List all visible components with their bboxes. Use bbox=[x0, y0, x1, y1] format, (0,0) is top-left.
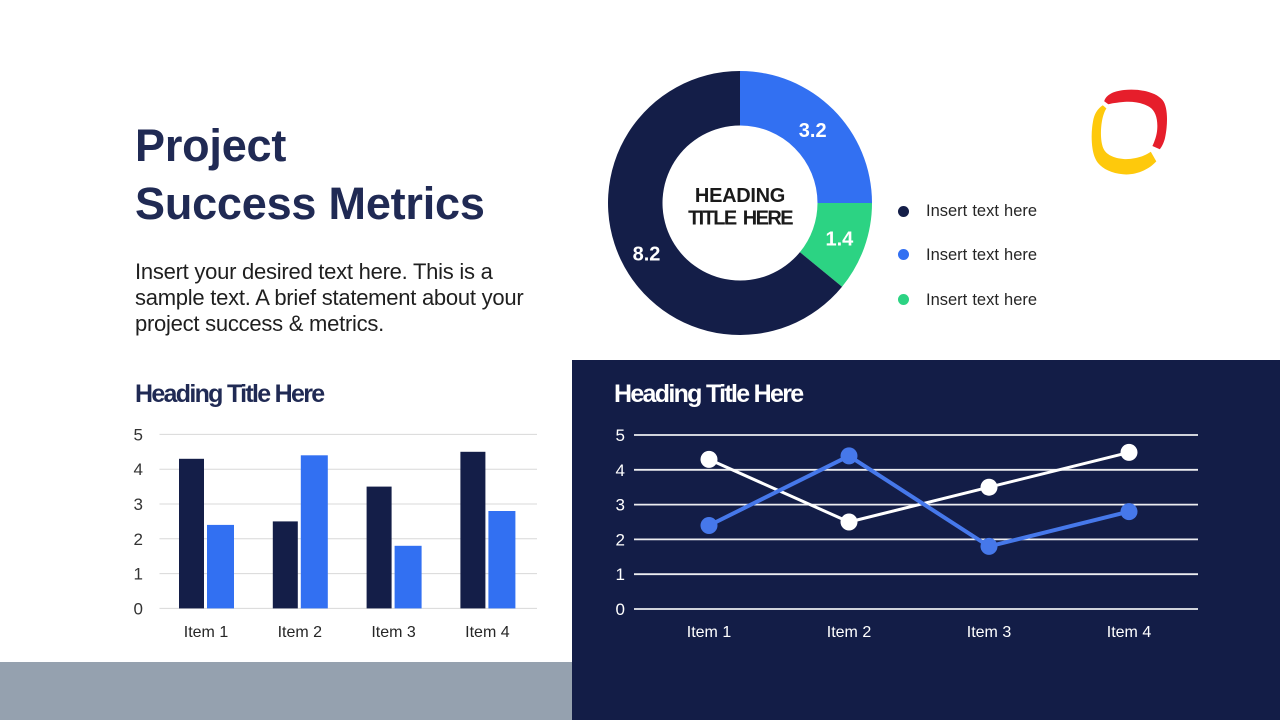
svg-text:4: 4 bbox=[134, 460, 143, 479]
svg-text:1.4: 1.4 bbox=[825, 228, 854, 250]
svg-text:Item 3: Item 3 bbox=[371, 624, 416, 641]
svg-text:3: 3 bbox=[616, 496, 625, 515]
svg-text:3: 3 bbox=[134, 495, 143, 514]
svg-text:Item 3: Item 3 bbox=[967, 624, 1012, 641]
svg-text:Item 2: Item 2 bbox=[827, 624, 872, 641]
svg-text:Item 4: Item 4 bbox=[1107, 624, 1152, 641]
svg-text:4: 4 bbox=[616, 461, 625, 480]
svg-text:2: 2 bbox=[616, 530, 625, 549]
svg-text:0: 0 bbox=[134, 599, 143, 618]
svg-text:TITLE HERE: TITLE HERE bbox=[688, 208, 793, 230]
svg-text:8.2: 8.2 bbox=[633, 243, 661, 265]
svg-text:Item 1: Item 1 bbox=[184, 624, 229, 641]
svg-text:1: 1 bbox=[134, 565, 143, 584]
svg-text:1: 1 bbox=[616, 565, 625, 584]
svg-text:Item 1: Item 1 bbox=[687, 624, 732, 641]
svg-text:2: 2 bbox=[134, 530, 143, 549]
svg-text:5: 5 bbox=[134, 425, 143, 444]
svg-text:5: 5 bbox=[616, 426, 625, 445]
svg-text:HEADING: HEADING bbox=[695, 185, 785, 207]
svg-text:Item 4: Item 4 bbox=[465, 624, 510, 641]
svg-text:0: 0 bbox=[616, 600, 625, 619]
svg-text:Item 2: Item 2 bbox=[278, 624, 323, 641]
svg-text:3.2: 3.2 bbox=[799, 120, 827, 142]
